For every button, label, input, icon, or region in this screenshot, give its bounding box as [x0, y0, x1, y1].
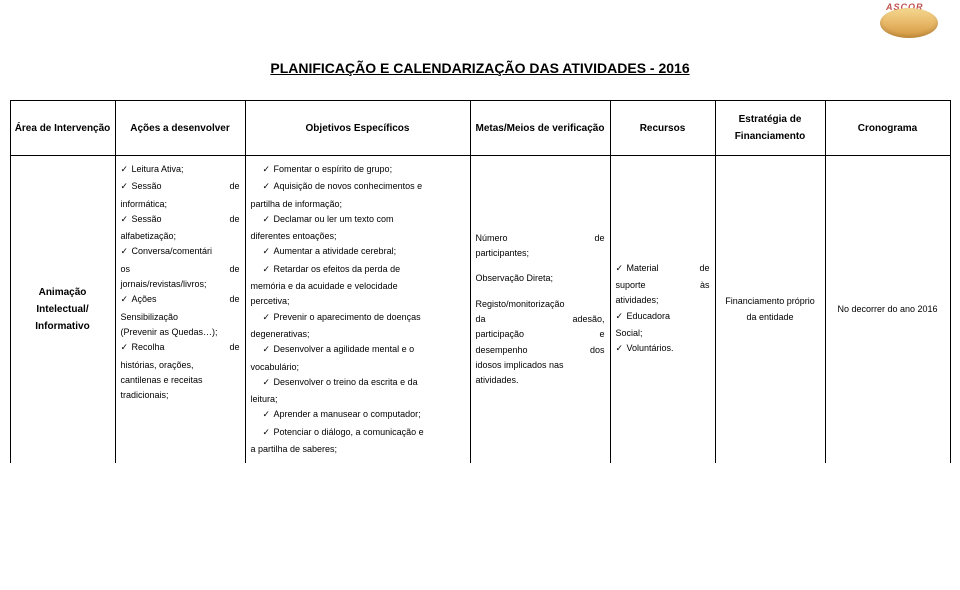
logo: ASCOR	[880, 8, 940, 46]
check-icon: ✓	[263, 407, 274, 422]
cell-acoes: ✓Leitura Ativa; ✓Sessãode informática; ✓…	[115, 156, 245, 464]
check-icon: ✓	[263, 162, 274, 177]
cell-recursos: ✓Materialde suporteàs atividades; ✓Educa…	[610, 156, 715, 464]
logo-ellipse	[880, 8, 938, 38]
check-icon: ✓	[121, 212, 132, 227]
table-row: Animação Intelectual/ Informativo ✓Leitu…	[10, 156, 950, 464]
check-icon: ✓	[263, 425, 274, 440]
cell-objetivos: ✓Fomentar o espírito de grupo; ✓Aquisiçã…	[245, 156, 470, 464]
check-icon: ✓	[263, 342, 274, 357]
th-estrategia: Estratégia de Financiamento	[715, 101, 825, 156]
th-metas: Metas/Meios de verificação	[470, 101, 610, 156]
cell-cronograma: No decorrer do ano 2016	[825, 156, 950, 464]
th-acoes: Ações a desenvolver	[115, 101, 245, 156]
check-icon: ✓	[263, 244, 274, 259]
planning-table: Área de Intervenção Ações a desenvolver …	[10, 100, 951, 463]
check-icon: ✓	[121, 179, 132, 194]
table-header-row: Área de Intervenção Ações a desenvolver …	[10, 101, 950, 156]
check-icon: ✓	[263, 212, 274, 227]
area-line2: Intelectual/	[16, 301, 110, 318]
check-icon: ✓	[263, 262, 274, 277]
check-icon: ✓	[263, 310, 274, 325]
th-recursos: Recursos	[610, 101, 715, 156]
area-line1: Animação	[16, 284, 110, 301]
check-icon: ✓	[616, 309, 627, 324]
th-area: Área de Intervenção	[10, 101, 115, 156]
th-objetivos: Objetivos Específicos	[245, 101, 470, 156]
cell-area: Animação Intelectual/ Informativo	[10, 156, 115, 464]
check-icon: ✓	[121, 340, 132, 355]
check-icon: ✓	[616, 341, 627, 356]
check-icon: ✓	[121, 244, 132, 259]
th-cronograma: Cronograma	[825, 101, 950, 156]
page-title: PLANIFICAÇÃO E CALENDARIZAÇÃO DAS ATIVID…	[0, 0, 960, 100]
check-icon: ✓	[263, 179, 274, 194]
cell-estrategia: Financiamento próprio da entidade	[715, 156, 825, 464]
cell-metas: Númerode participantes; Observação Diret…	[470, 156, 610, 464]
check-icon: ✓	[121, 162, 132, 177]
check-icon: ✓	[121, 292, 132, 307]
area-line3: Informativo	[16, 318, 110, 335]
check-icon: ✓	[263, 375, 274, 390]
check-icon: ✓	[616, 261, 627, 276]
